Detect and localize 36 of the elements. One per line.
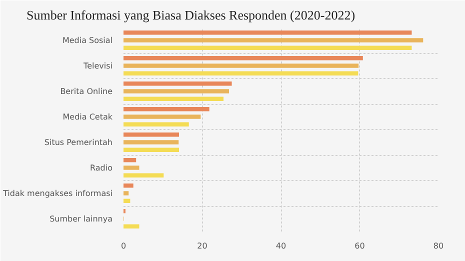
- bar: [124, 132, 180, 137]
- y-tick-label: Situs Pemerintah: [44, 138, 113, 147]
- bar: [124, 224, 140, 229]
- bar: [124, 106, 210, 112]
- x-tick-label: 60: [354, 242, 365, 250]
- bar: [124, 198, 130, 204]
- bar: [124, 56, 363, 60]
- x-tick-label: 80: [433, 242, 444, 250]
- bar: [124, 166, 140, 170]
- y-tick-label: Media Cetak: [62, 112, 113, 122]
- bar: [124, 46, 412, 50]
- y-tick-label: Sumber lainnya: [50, 214, 113, 224]
- bar: [124, 64, 359, 68]
- bar: [124, 173, 164, 178]
- bar: [124, 140, 179, 144]
- bar: [124, 89, 230, 94]
- y-tick-label: Berita Online: [60, 86, 113, 96]
- bar: [124, 183, 134, 188]
- bar: [124, 191, 129, 196]
- bar: [124, 81, 232, 86]
- chart-title: Sumber Informasi yang Biasa Diakses Responden (2020-2022): [26, 8, 356, 22]
- y-tick-label: Tidak mengakses informasi: [2, 188, 113, 198]
- bar: [124, 30, 412, 35]
- y-tick-label: Radio: [90, 163, 113, 172]
- y-tick-label: Media Sosial: [62, 36, 113, 45]
- bar: [124, 122, 189, 127]
- bar: [124, 158, 136, 162]
- x-tick-label: 20: [197, 242, 208, 250]
- bar: [124, 148, 180, 152]
- y-tick-label: Televisi: [82, 61, 113, 70]
- bar: [124, 38, 424, 42]
- x-tick-label: 40: [276, 242, 286, 250]
- bar: [124, 71, 358, 76]
- bar: [124, 96, 224, 102]
- x-tick-label: 0: [120, 242, 126, 250]
- bar: [124, 114, 201, 119]
